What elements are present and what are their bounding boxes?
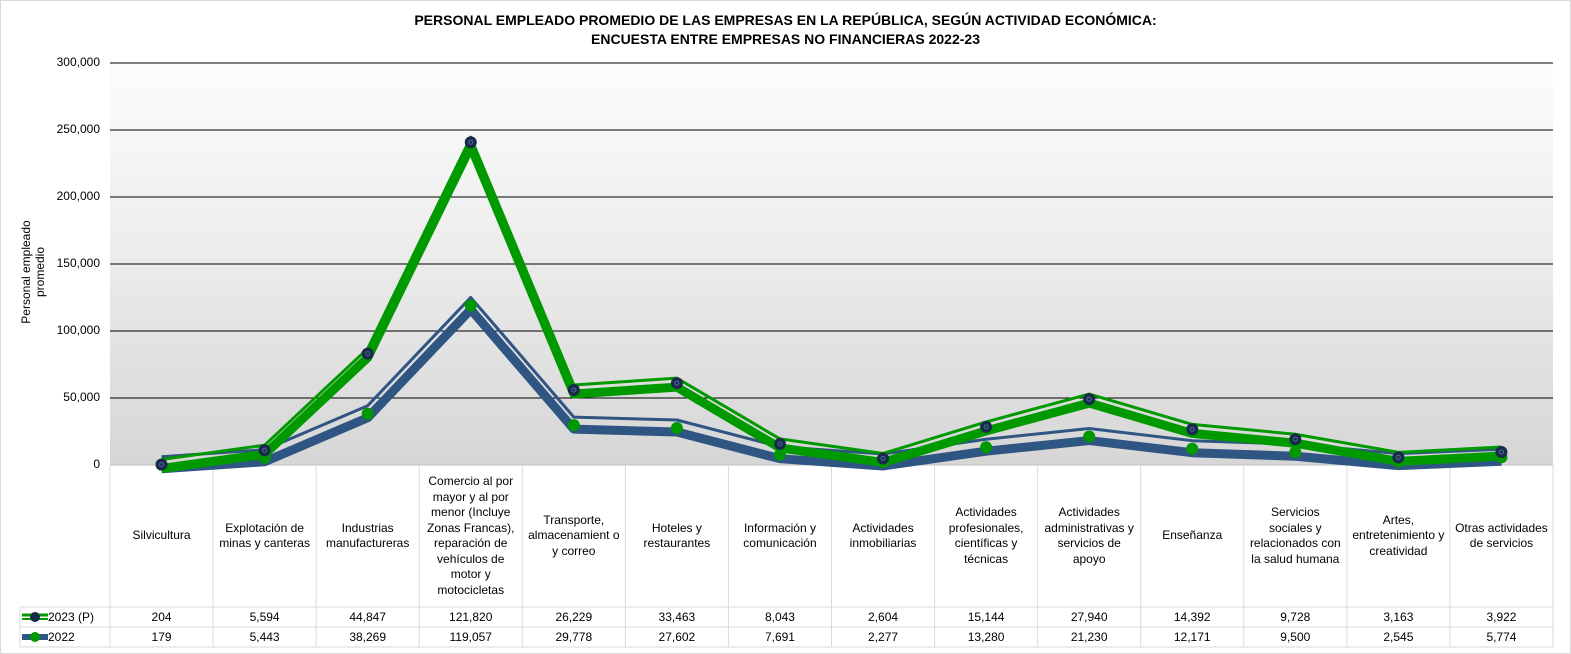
- category-label: Otras actividades de servicios: [1455, 520, 1548, 551]
- data-table-cell: 119,057: [449, 630, 492, 644]
- data-point: [155, 458, 168, 471]
- data-point: [1289, 446, 1302, 459]
- data-point-inner: [365, 351, 371, 357]
- data-point: [877, 452, 890, 465]
- y-tick-label: 250,000: [56, 122, 100, 136]
- data-point-inner: [159, 461, 165, 467]
- data-point-inner: [1498, 449, 1504, 455]
- data-point: [1083, 393, 1096, 406]
- series-line-2023 (P): [160, 141, 1502, 473]
- data-point: [1392, 451, 1405, 464]
- data-table-cell: 14,392: [1173, 610, 1211, 624]
- data-table-cell: 44,847: [349, 610, 387, 624]
- category-label: Información y comunicación: [743, 520, 817, 551]
- data-table-cell: 2,277: [868, 630, 899, 644]
- category-label: Actividades administrativas y servicios …: [1044, 505, 1134, 566]
- data-point: [670, 422, 683, 435]
- data-point: [1495, 446, 1508, 459]
- category-label: Actividades profesionales, científicas y…: [948, 505, 1024, 566]
- category-label: Transporte, almacenamient o y correo: [528, 512, 620, 558]
- series-line-2022: [161, 304, 1502, 474]
- legend-item: 2023 (P): [22, 607, 94, 627]
- data-point: [1083, 430, 1096, 443]
- data-point-inner: [1292, 436, 1298, 442]
- category-label: Hoteles y restaurantes: [643, 520, 711, 551]
- data-point: [980, 420, 993, 433]
- data-point-inner: [983, 424, 989, 430]
- data-point-inner: [1086, 396, 1092, 402]
- legend-line-marker-icon: [22, 612, 48, 622]
- data-point: [567, 383, 580, 396]
- data-point: [567, 419, 580, 432]
- data-point: [361, 347, 374, 360]
- data-point-inner: [1189, 426, 1195, 432]
- data-point: [670, 377, 683, 390]
- legend-label: 2022: [48, 630, 75, 644]
- data-table-cell: 9,500: [1280, 630, 1311, 644]
- chart-subtitle: ENCUESTA ENTRE EMPRESAS NO FINANCIERAS 2…: [591, 31, 980, 47]
- data-table-cell: 38,269: [349, 630, 387, 644]
- category-label: Industrias manufactureras: [325, 520, 410, 551]
- data-point: [258, 444, 271, 457]
- y-tick-label: 100,000: [56, 323, 100, 337]
- data-point-inner: [880, 455, 886, 461]
- data-table-cell: 5,774: [1486, 630, 1517, 644]
- data-point-inner: [262, 447, 268, 453]
- legend-line-marker-icon: [22, 632, 48, 642]
- data-table-cell: 204: [151, 610, 172, 624]
- data-table-cell: 29,778: [555, 630, 593, 644]
- y-tick-label: 0: [93, 457, 100, 471]
- category-label: Silvicultura: [132, 528, 191, 543]
- data-point: [361, 407, 374, 420]
- data-table-cell: 12,171: [1173, 630, 1211, 644]
- data-point: [464, 136, 477, 149]
- data-table-cell: 2,545: [1383, 630, 1414, 644]
- category-label: Comercio al por mayor y al por menor (In…: [427, 474, 515, 597]
- data-point-inner: [571, 387, 577, 393]
- data-table-cell: 15,144: [967, 610, 1005, 624]
- category-label: Artes, entretenimiento y creatividad: [1352, 512, 1445, 558]
- legend-item: 2022: [22, 627, 75, 647]
- data-table-cell: 26,229: [555, 610, 593, 624]
- y-tick-label: 300,000: [56, 55, 100, 69]
- data-point: [1186, 423, 1199, 436]
- data-table-cell: 5,443: [249, 630, 280, 644]
- data-point: [773, 437, 786, 450]
- data-point: [1186, 442, 1199, 455]
- data-table-cell: 27,602: [658, 630, 696, 644]
- data-point: [1289, 433, 1302, 446]
- data-table-cell: 179: [151, 630, 172, 644]
- chart-title: PERSONAL EMPLEADO PROMEDIO DE LAS EMPRES…: [414, 12, 1157, 28]
- data-table-cell: 21,230: [1070, 630, 1108, 644]
- data-table-cell: 121,820: [449, 610, 493, 624]
- data-point-inner: [674, 380, 680, 386]
- data-table-cell: 2,604: [868, 610, 899, 624]
- data-point-inner: [1395, 454, 1401, 460]
- data-table-cell: 33,463: [658, 610, 696, 624]
- data-table-cell: 8,043: [764, 610, 795, 624]
- data-table-cell: 7,691: [764, 630, 795, 644]
- category-label: Enseñanza: [1162, 528, 1223, 543]
- category-label: Servicios sociales y relacionados con la…: [1249, 505, 1341, 566]
- series-line-highlight: [161, 135, 1502, 461]
- y-tick-label: 200,000: [56, 189, 100, 203]
- data-table-cell: 5,594: [249, 610, 280, 624]
- y-tick-label: 50,000: [63, 390, 100, 404]
- data-table-cell: 13,280: [967, 630, 1005, 644]
- data-table-cell: 9,728: [1280, 610, 1311, 624]
- category-label: Actividades inmobiliarias: [849, 520, 917, 551]
- data-point: [980, 441, 993, 454]
- data-point: [464, 299, 477, 312]
- data-table-cell: 3,922: [1486, 610, 1517, 624]
- legend-label: 2023 (P): [48, 610, 95, 624]
- data-table-cell: 3,163: [1383, 610, 1414, 624]
- data-point-inner: [468, 139, 474, 145]
- data-point-inner: [777, 441, 783, 447]
- y-tick-label: 150,000: [56, 256, 100, 270]
- category-label: Explotación de minas y canteras: [219, 520, 310, 551]
- data-table-cell: 27,940: [1070, 610, 1108, 624]
